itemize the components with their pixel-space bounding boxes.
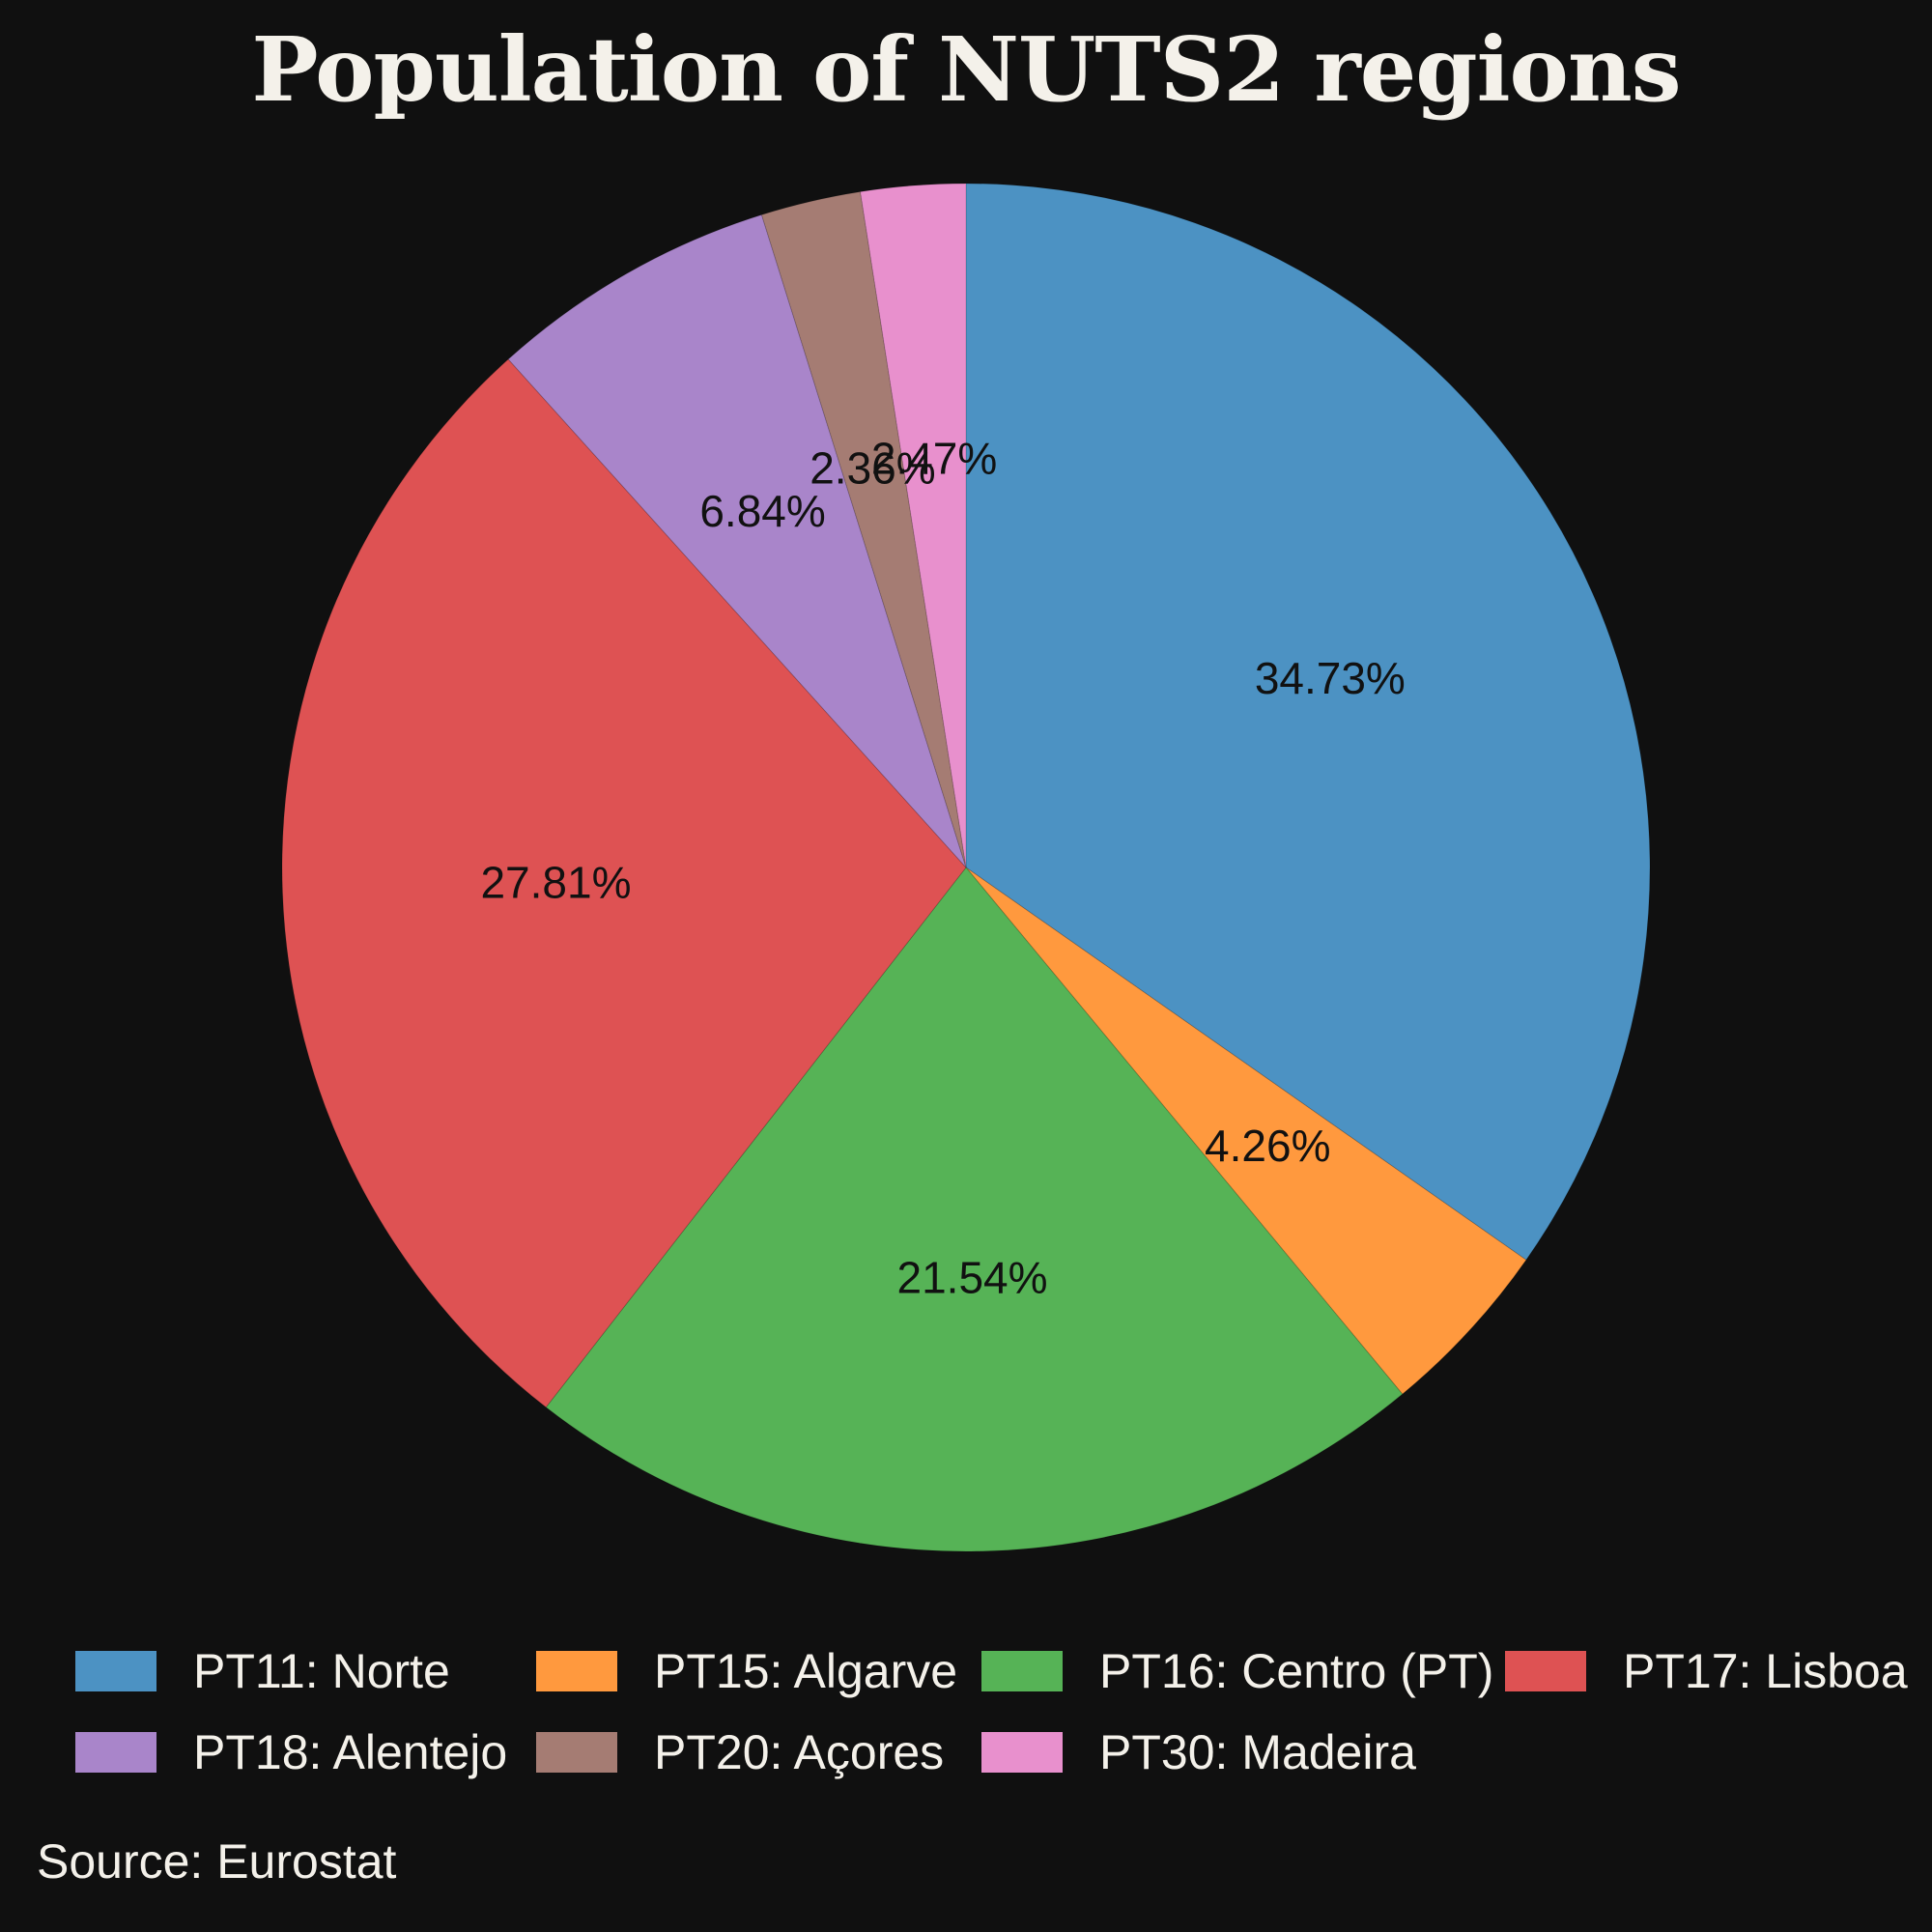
pie-slice-2: [965, 867, 1527, 1395]
legend-label: PT16: Centro (PT): [1099, 1644, 1494, 1698]
slice-percent-label: 2.36%: [810, 442, 935, 493]
legend-swatch: [1505, 1651, 1586, 1691]
legend-label: PT17: Lisboa: [1623, 1644, 1908, 1698]
pie-slice-3: [545, 867, 1404, 1552]
slice-percent-label: 34.73%: [1255, 653, 1406, 703]
pie-slice-5: [507, 213, 967, 868]
legend-item: PT16: Centro (PT): [981, 1642, 1493, 1700]
slice-percent-label: 4.26%: [1205, 1121, 1330, 1171]
legend-label: PT15: Algarve: [654, 1644, 958, 1698]
legend-item: PT20: Açores: [536, 1723, 944, 1781]
legend-item: PT17: Lisboa: [1505, 1642, 1908, 1700]
pie-slice-7: [860, 183, 967, 868]
legend-swatch: [981, 1732, 1063, 1773]
legend-swatch: [75, 1651, 156, 1691]
pie-slice-6: [760, 190, 967, 868]
legend-item: PT30: Madeira: [981, 1723, 1416, 1781]
pie-slice-1: [965, 183, 1651, 1261]
legend-swatch: [536, 1732, 617, 1773]
legend-item: PT15: Algarve: [536, 1642, 957, 1700]
legend-label: PT11: Norte: [193, 1644, 450, 1698]
legend-item: PT18: Alentejo: [75, 1723, 507, 1781]
legend-label: PT30: Madeira: [1099, 1725, 1416, 1779]
legend-label: PT20: Açores: [654, 1725, 945, 1779]
legend-swatch: [981, 1651, 1063, 1691]
legend-swatch: [536, 1651, 617, 1691]
slice-percent-label: 21.54%: [897, 1253, 1048, 1303]
legend-item: PT11: Norte: [75, 1642, 450, 1700]
source-note: Source: Eurostat: [37, 1834, 397, 1889]
slice-percent-label: 27.81%: [480, 857, 631, 907]
legend-swatch: [75, 1732, 156, 1773]
slice-percent-label: 6.84%: [699, 486, 825, 536]
slice-percent-label: 2.47%: [871, 433, 997, 483]
pie-slice-4: [281, 358, 967, 1408]
chart-title: Population of NUTS2 regions: [251, 17, 1681, 122]
legend-label: PT18: Alentejo: [193, 1725, 508, 1779]
